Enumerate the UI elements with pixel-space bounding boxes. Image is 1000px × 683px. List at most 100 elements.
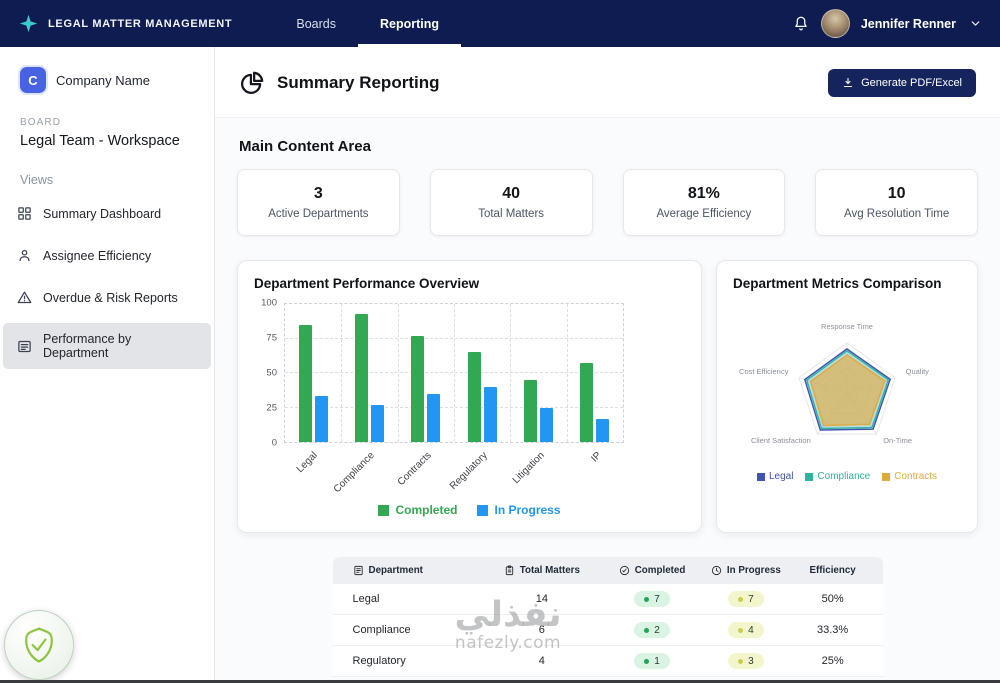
board-section-label: BOARD: [20, 117, 62, 128]
views-section-label: Views: [20, 173, 54, 187]
completed-badge: 7: [634, 591, 670, 607]
app-logo-icon: [18, 13, 39, 34]
x-tick-label: IP: [588, 450, 604, 465]
bar-in-progress: [370, 404, 384, 442]
table-row[interactable]: Regulatory 4 1 3 25%: [332, 646, 883, 677]
sidebar-item-assignee-efficiency[interactable]: Assignee Efficiency: [3, 239, 211, 272]
content-area: Main Content Area 3 Active Departments 4…: [215, 118, 1000, 677]
clipboard-icon: [505, 565, 513, 576]
brand-title: LEGAL MATTER MANAGEMENT: [48, 17, 233, 30]
completed-badge: 1: [634, 653, 670, 669]
company-selector[interactable]: C Company Name: [0, 63, 214, 107]
cell-completed: 7: [605, 591, 699, 607]
board-name[interactable]: Legal Team - Workspace: [20, 133, 180, 149]
bar-group: [567, 304, 623, 442]
bar-group: [285, 304, 341, 442]
report-card-icon: [17, 339, 32, 354]
notifications-bell-icon[interactable]: [792, 15, 810, 33]
window-bottom-edge: [0, 680, 1000, 683]
legend-item-legal: Legal: [756, 471, 793, 482]
svg-text:On-Time: On-Time: [883, 436, 912, 445]
table-row[interactable]: Legal 14 7 7 50%: [332, 584, 883, 615]
bar-completed: [523, 379, 537, 442]
in-progress-badge: 4: [728, 622, 764, 638]
sidebar-item-label: Assignee Efficiency: [43, 248, 152, 263]
bar-completed: [467, 352, 481, 442]
stat-cards-row: 3 Active Departments 40 Total Matters 81…: [237, 169, 978, 236]
status-dot: [644, 658, 650, 664]
section-title: Main Content Area: [239, 138, 371, 155]
y-tick-label: 50: [266, 367, 277, 379]
table-row[interactable]: Compliance 6 2 4 33.3%: [332, 615, 883, 646]
bar-chart-card: Department Performance Overview 0 25 50 75 1…: [237, 260, 702, 533]
bar-in-progress: [427, 393, 441, 442]
bar-completed: [580, 363, 594, 442]
status-dot: [644, 627, 650, 633]
pie-chart-icon: [239, 70, 265, 96]
user-avatar[interactable]: [820, 9, 850, 38]
cell-completed: 1: [605, 653, 699, 669]
sidebar-item-summary-dashboard[interactable]: Summary Dashboard: [3, 197, 211, 230]
bar-in-progress: [539, 407, 553, 442]
completed-badge: 2: [634, 622, 670, 638]
gridline: [397, 304, 399, 442]
export-button-label: Generate PDF/Excel: [861, 77, 962, 89]
svg-text:Cost Efficiency: Cost Efficiency: [739, 367, 789, 376]
top-navbar: LEGAL MATTER MANAGEMENT Boards Reporting…: [0, 0, 1000, 47]
column-header-department: Department: [343, 565, 479, 576]
y-tick-label: 100: [261, 297, 277, 309]
svg-text:Client Satisfaction: Client Satisfaction: [751, 436, 811, 445]
stat-value: 3: [313, 185, 323, 202]
bar-plot: [284, 303, 624, 443]
sidebar-item-label: Summary Dashboard: [43, 206, 162, 221]
table-header-row: Department Total Matters Completed: [332, 557, 883, 584]
main-content: Summary Reporting Generate PDF/Excel Mai…: [215, 47, 1000, 683]
x-tick-label: Legal: [295, 450, 321, 476]
legend-label: In Progress: [494, 503, 561, 517]
radar-chart-title: Department Metrics Comparison: [733, 276, 942, 291]
cell-department: Compliance: [352, 624, 411, 636]
legend-item-in-progress: In Progress: [477, 503, 561, 517]
sidebar-item-performance-by-department[interactable]: Performance by Department: [3, 323, 211, 369]
stat-value: 40: [502, 185, 521, 202]
bar-group: [398, 304, 454, 442]
svg-text:Response Time: Response Time: [821, 322, 873, 331]
gridline: [566, 304, 568, 442]
cell-completed: 2: [605, 622, 699, 638]
chevron-down-icon[interactable]: [969, 17, 982, 30]
legend-swatch: [882, 472, 891, 481]
stat-card-average-efficiency: 81% Average Efficiency: [622, 169, 786, 236]
svg-text:Quality: Quality: [906, 367, 930, 376]
check-circle-icon: [619, 565, 629, 576]
sidebar-item-overdue-risk-reports[interactable]: Overdue & Risk Reports: [3, 281, 211, 314]
company-avatar: C: [20, 67, 46, 93]
cell-in-progress: 7: [699, 591, 793, 607]
legend-swatch: [756, 472, 765, 481]
table-body: Legal 14 7 7 50% Compliance 6 2 4 33.3% Regulatory…: [332, 584, 883, 677]
generate-pdf-excel-button[interactable]: Generate PDF/Excel: [828, 69, 976, 97]
column-header-total-matters: Total Matters: [479, 565, 606, 576]
cell-efficiency: 50%: [821, 593, 844, 605]
bar-group: [510, 304, 566, 442]
gridline: [510, 304, 512, 442]
radar-chart-card: Department Metrics Comparison Response T…: [716, 260, 978, 533]
y-tick-label: 0: [271, 437, 277, 449]
x-tick-label: Compliance: [331, 450, 377, 496]
nav-tab-boards[interactable]: Boards: [296, 16, 336, 31]
sidebar-item-label: Overdue & Risk Reports: [43, 290, 178, 305]
bar-completed: [354, 313, 368, 442]
bar-in-progress: [314, 396, 328, 442]
user-name[interactable]: Jennifer Renner: [860, 16, 956, 31]
cell-department: Legal: [352, 593, 380, 605]
charts-row: Department Performance Overview 0 25 50 75 1…: [237, 260, 978, 533]
stat-card-total-matters: 40 Total Matters: [429, 169, 593, 236]
clock-icon: [711, 565, 721, 576]
legend-item-contracts: Contracts: [882, 471, 937, 482]
navbar-right: Jennifer Renner: [792, 9, 982, 38]
cell-total-matters: 6: [538, 624, 545, 636]
nav-tab-reporting[interactable]: Reporting: [357, 0, 461, 47]
bar-in-progress: [483, 386, 497, 442]
status-dot: [738, 596, 744, 602]
column-header-efficiency: Efficiency: [809, 565, 856, 576]
